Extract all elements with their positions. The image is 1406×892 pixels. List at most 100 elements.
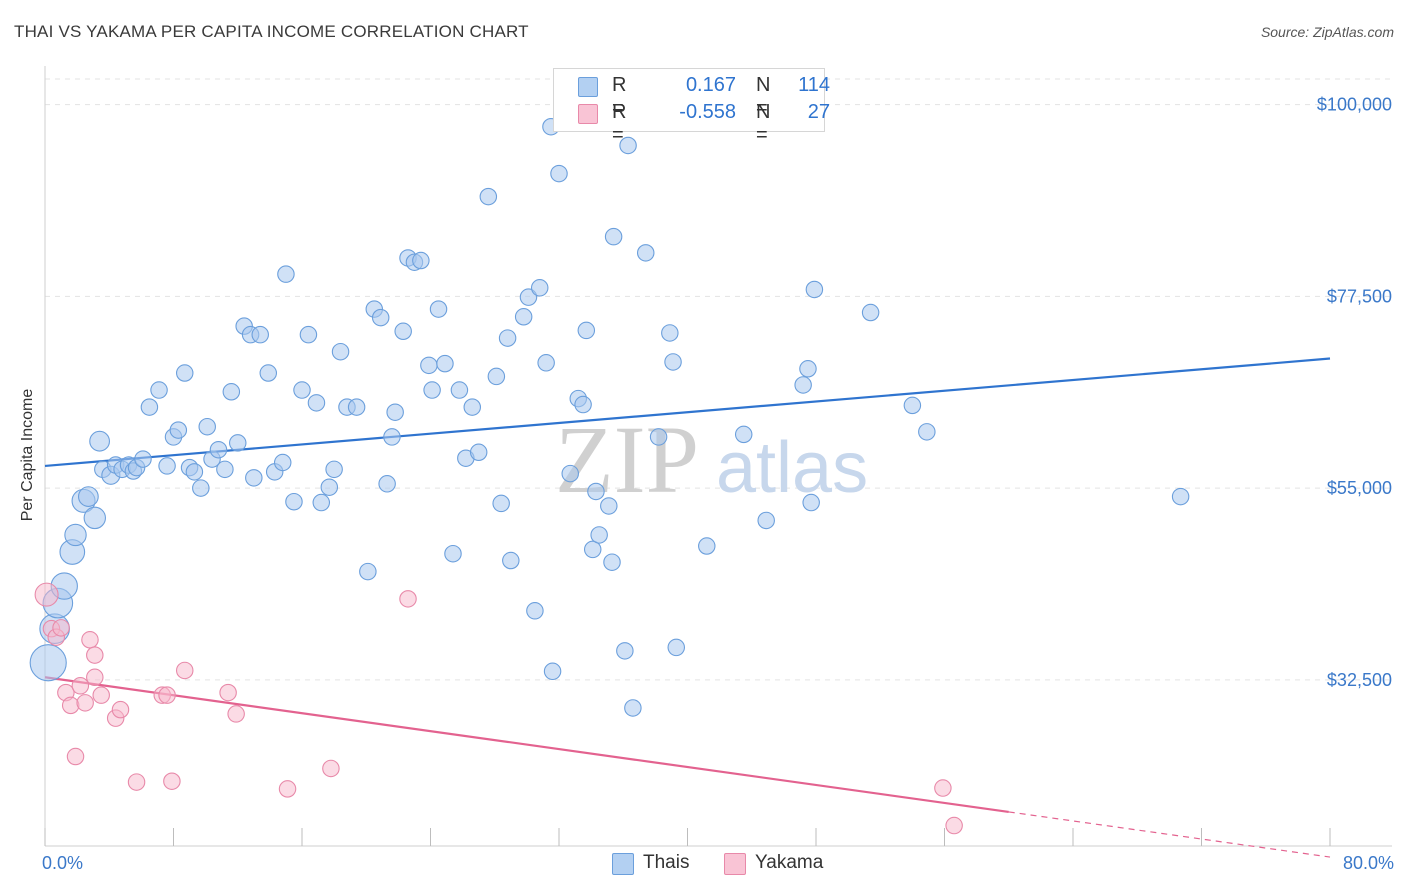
- data-point-yakama: [61, 696, 80, 715]
- data-point-thais: [492, 494, 510, 513]
- legend-r-value: 0.167: [685, 74, 736, 96]
- data-point-thais: [198, 417, 216, 436]
- data-point-thais: [918, 423, 936, 441]
- data-point-thais: [185, 463, 204, 481]
- data-point-thais: [664, 353, 682, 371]
- data-point-thais: [479, 187, 498, 206]
- data-point-thais: [498, 329, 517, 347]
- data-point-yakama: [34, 582, 59, 607]
- data-point-thais: [273, 453, 292, 472]
- data-point-thais: [757, 511, 775, 530]
- data-point-thais: [861, 303, 880, 322]
- x-tick-labels: 0.0% 80.0%: [42, 853, 1394, 873]
- data-point-thais: [245, 469, 263, 487]
- data-point-thais: [420, 356, 438, 375]
- data-point-thais: [583, 540, 602, 559]
- data-point-thais: [463, 398, 482, 416]
- data-point-thais: [293, 381, 311, 399]
- data-point-thais: [519, 288, 538, 306]
- legend-r-label: R =: [612, 74, 627, 119]
- data-point-thais: [307, 394, 326, 412]
- data-point-thais: [698, 537, 716, 555]
- data-point-thais: [83, 506, 107, 530]
- data-point-thais: [150, 381, 168, 399]
- data-point-yakama: [71, 677, 90, 695]
- legend-swatch-thais: [578, 77, 598, 97]
- data-point-thais: [386, 403, 404, 421]
- data-point-thais: [794, 376, 812, 394]
- y-axis-label: Per Capita Income: [19, 388, 36, 522]
- data-point-yakama: [127, 773, 146, 791]
- legend-n-value: 27: [807, 101, 830, 123]
- data-point-thais: [616, 642, 634, 660]
- data-point-thais: [590, 526, 608, 544]
- data-point-thais: [530, 279, 549, 297]
- data-point-yakama: [76, 694, 94, 712]
- data-point-thais: [347, 398, 366, 416]
- y-tick-label: $77,500: [1327, 286, 1392, 306]
- data-point-thais: [378, 475, 396, 493]
- data-point-thais: [429, 300, 448, 318]
- data-point-thais: [537, 354, 555, 372]
- data-point-thais: [216, 460, 234, 479]
- data-point-thais: [734, 425, 753, 444]
- data-point-yakama: [227, 705, 245, 723]
- data-point-thais: [209, 440, 228, 459]
- data-point-thais: [550, 164, 568, 183]
- data-point-thais: [636, 244, 655, 262]
- y-tick-label: $32,500: [1327, 670, 1392, 690]
- data-point-thais: [543, 662, 562, 681]
- data-point-yakama: [81, 631, 99, 649]
- legend-n-label: N =: [756, 101, 771, 146]
- x-tick-label: 0.0%: [42, 853, 83, 873]
- data-point-thais: [140, 398, 159, 416]
- data-point-yakama: [158, 686, 176, 704]
- data-point-yakama: [163, 772, 181, 790]
- data-point-thais: [251, 325, 269, 344]
- data-point-thais: [158, 457, 176, 475]
- legend-r-value: -0.558: [679, 101, 736, 123]
- data-point-thais: [229, 434, 247, 452]
- data-point-yakama: [934, 779, 952, 797]
- data-point-thais: [371, 308, 390, 327]
- data-point-yakama: [322, 759, 340, 778]
- data-point-thais: [903, 396, 922, 415]
- bottom-legend-swatch-yakama: [724, 853, 746, 875]
- trend-line-yakama-extension: [1008, 811, 1331, 858]
- data-point-thais: [325, 460, 343, 479]
- chart-title: THAI VS YAKAMA PER CAPITA INCOME CORRELA…: [14, 22, 529, 41]
- data-point-thais: [514, 308, 533, 326]
- data-point-yakama: [92, 686, 110, 704]
- bottom-legend-label-thais: Thais: [643, 852, 690, 873]
- axes: [44, 66, 1392, 847]
- data-point-thais: [574, 395, 592, 414]
- data-point-thais: [526, 602, 544, 620]
- series-yakama: [34, 582, 963, 835]
- data-point-yakama: [175, 661, 194, 680]
- legend: R = 0.167 N = 114 R = -0.558 N = 27: [553, 68, 830, 146]
- data-point-thais: [577, 321, 596, 340]
- data-point-thais: [805, 280, 824, 299]
- data-point-thais: [600, 497, 618, 515]
- data-point-thais: [169, 421, 188, 439]
- legend-r-label: R =: [612, 101, 627, 146]
- data-point-thais: [561, 464, 579, 483]
- data-point-thais: [89, 430, 111, 452]
- data-point-thais: [661, 324, 679, 342]
- data-point-thais: [299, 325, 318, 344]
- data-point-thais: [436, 354, 454, 373]
- data-point-thais: [192, 479, 210, 497]
- y-tick-label: $55,000: [1327, 478, 1392, 498]
- bottom-legend-swatch-thais: [612, 853, 634, 875]
- data-point-thais: [394, 322, 412, 341]
- data-point-thais: [423, 381, 441, 399]
- data-point-thais: [802, 493, 820, 512]
- source-label: Source: ZipAtlas.com: [1260, 24, 1394, 40]
- data-point-thais: [502, 551, 520, 570]
- trend-line-yakama: [44, 676, 1009, 814]
- data-point-thais: [77, 486, 99, 507]
- y-tick-labels: $32,500 $55,000 $77,500 $100,000: [1317, 95, 1392, 690]
- data-point-thais: [175, 364, 194, 382]
- data-point-thais: [285, 492, 303, 511]
- data-point-thais: [277, 265, 295, 283]
